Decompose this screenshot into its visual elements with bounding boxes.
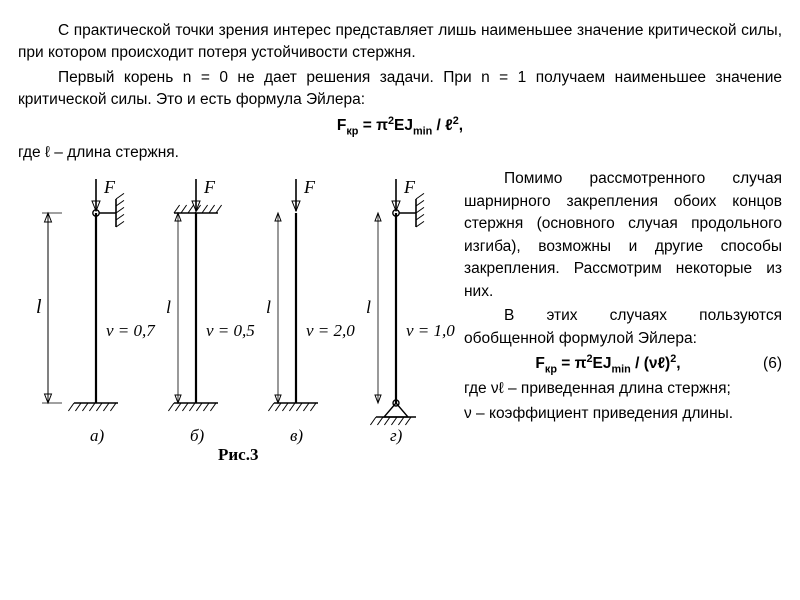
where-nu: ν – коэффициент приведения длины. (464, 403, 782, 425)
figure-3: l Fν = 0,7 а) Fν = 0,5 l б) Fν = 2,0 l в) Fν = 1,… (18, 168, 458, 468)
right-para-1: Помимо рассмотренного случая шарнирного … (464, 168, 782, 303)
svg-text:F: F (403, 177, 416, 197)
svg-text:l: l (366, 297, 371, 317)
svg-text:ν = 2,0: ν = 2,0 (306, 321, 355, 340)
svg-text:б): б) (190, 426, 205, 445)
right-para-2: В этих случаях пользуются обобщенной фор… (464, 305, 782, 350)
f1-EJ: EJ (394, 117, 413, 134)
svg-text:в): в) (290, 426, 303, 445)
f2-F: F (535, 355, 544, 372)
f2-comma: , (676, 355, 680, 372)
where-nu-ell: где νℓ – приведенная длина стержня; (464, 378, 782, 400)
eq-number-6: (6) (752, 353, 782, 375)
f1-eq-pi: = π (358, 117, 388, 134)
svg-text:ν = 0,7: ν = 0,7 (106, 321, 156, 340)
svg-text:ν = 1,0: ν = 1,0 (406, 321, 455, 340)
f1-sub-kr: кр (346, 125, 358, 137)
svg-text:l: l (36, 296, 42, 318)
f2-min: min (612, 363, 631, 375)
f2-eq-pi: = π (557, 355, 587, 372)
svg-text:а): а) (90, 426, 105, 445)
formula-2-row: Fкр = π2EJmin / (νℓ)2, (6) (464, 352, 782, 378)
svg-text:ν = 0,5: ν = 0,5 (206, 321, 255, 340)
svg-text:г): г) (390, 426, 403, 445)
f2-EJ: EJ (593, 355, 612, 372)
svg-text:l: l (166, 297, 171, 317)
f2-over-nl: / (νℓ) (631, 355, 670, 372)
svg-text:F: F (103, 177, 116, 197)
formula-2: Fкр = π2EJmin / (νℓ)2, (464, 352, 752, 378)
svg-text:Рис.3: Рис.3 (218, 445, 258, 464)
f2-sub-kr: кр (545, 363, 557, 375)
formula-1: Fкр = π2EJmin / ℓ2, (18, 114, 782, 140)
svg-text:F: F (303, 177, 316, 197)
paragraph-2: Первый корень n = 0 не дает решения зада… (18, 67, 782, 112)
f1-over-l: / ℓ (432, 117, 453, 134)
f1-comma: , (459, 117, 463, 134)
where-ell: где ℓ – длина стержня. (18, 142, 782, 164)
svg-text:l: l (266, 297, 271, 317)
f1-F: F (337, 117, 346, 134)
paragraph-1: С практической точки зрения интерес пред… (18, 20, 782, 65)
f1-min: min (413, 125, 432, 137)
svg-text:F: F (203, 177, 216, 197)
